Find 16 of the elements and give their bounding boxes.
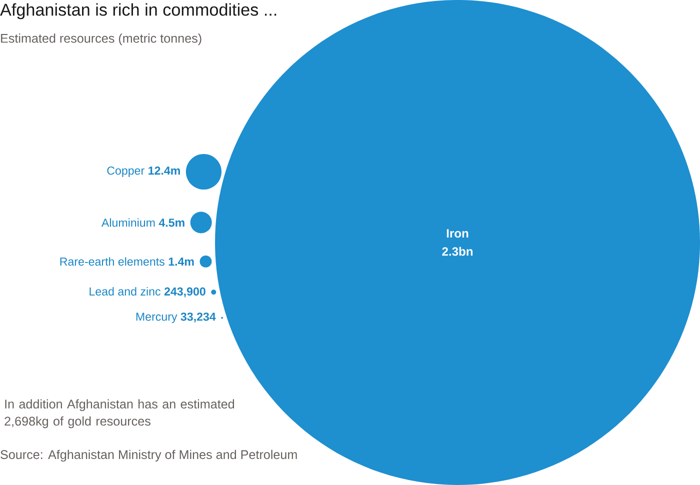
text: Afghanistan is rich in commodities ...	[0, 3, 276, 20]
text: Estimated resources (metric tonnes)	[1, 34, 202, 46]
data-label: 33,234	[180, 312, 216, 322]
category-label: Rare-earth elements	[60, 257, 164, 266]
data-label: 2.3bn	[442, 246, 473, 256]
data-label: 4.5m	[158, 218, 184, 227]
data-label: 243,900	[164, 287, 206, 298]
data-label: 1.4m	[168, 258, 194, 266]
category-label: Copper	[107, 166, 144, 177]
category-label: Iron	[446, 229, 468, 238]
text: In addition Afghanistan has an estimated 2,698kg of gold resources	[4, 399, 234, 428]
source-note: Source: Afghanistan Ministry of Mines and Petroleum	[0, 450, 297, 462]
category-label: Mercury	[136, 312, 178, 324]
category-label: Aluminium	[101, 218, 155, 227]
category-label: Lead and zinc	[90, 287, 160, 296]
data-label: 12.4m	[148, 166, 180, 175]
